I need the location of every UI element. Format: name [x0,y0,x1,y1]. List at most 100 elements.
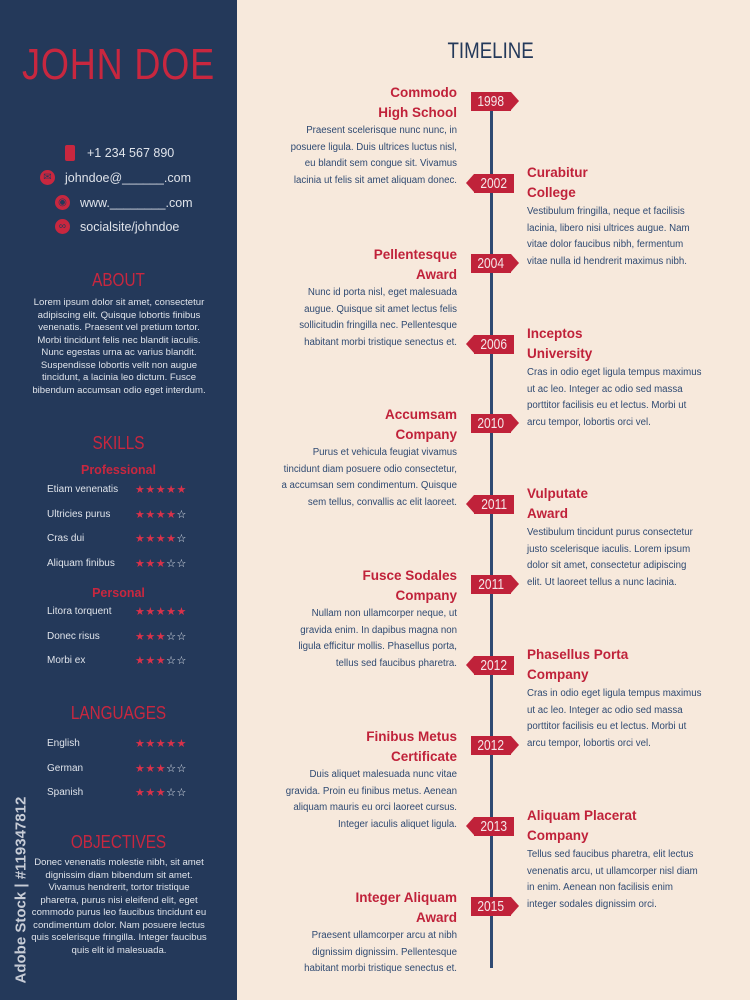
skill-personal-row: Litora torquent ★★★★★ [47,606,207,618]
year-marker: 2012 [466,656,514,675]
language-row: German ★★★☆☆ [47,762,207,775]
timeline-entry-title: Fusce Sodales Company [362,568,457,603]
skills-professional-title: Professional [80,463,157,477]
year-marker: 2006 [466,335,514,354]
timeline-entry-text: Vestibulum tincidunt purus consectetur ju… [527,527,693,588]
skill-personal-label: Litora torquent [47,606,112,617]
year-marker: 1998 [471,92,519,111]
skill-professional-row: Etiam venenatis ★★★★★ [47,484,207,496]
language-row: Spanish ★★★☆☆ [47,787,207,799]
year-marker: 2013 [466,817,514,836]
skill-professional-row: Cras dui ★★★★☆ [47,533,207,545]
timeline-entry-text: Tellus sed faucibus pharetra, elit lectu… [527,849,698,910]
watermark-text: Adobe Stock | #119347812 [12,796,30,984]
timeline-entry-title: Integer Aliquam Award [355,890,457,925]
objectives-text: Donec venenatis molestie nibh, sit amet … [31,857,207,956]
skill-professional-rating-stars: ★★★★☆ [135,533,187,545]
timeline-entry-text: Praesent scelerisque nunc nunc, in posuer… [290,125,457,186]
year-label: 2010 [477,415,505,432]
year-label: 2012 [480,657,508,674]
year-marker: 2011 [466,495,514,514]
contact-social: ∞ socialsite/johndoe [55,219,225,234]
contact-phone: +1 234 567 890 [62,145,232,161]
timeline-entry-text: Cras in odio eget ligula tempus maximus u… [527,688,702,749]
skill-personal-label: Donec risus [47,630,100,642]
languages-title: LANGUAGES [70,703,167,723]
skill-professional-label: Cras dui [47,533,85,544]
skill-personal-label: Morbi ex [47,655,86,666]
person-name: JOHN DOE [21,40,215,89]
year-label: 2011 [478,576,504,593]
skill-professional-row: Ultricies purus ★★★★☆ [47,508,207,521]
phone-icon [65,145,75,161]
stock-watermark: Adobe Stock | #119347812 [6,760,30,990]
skill-personal-row: Morbi ex ★★★☆☆ [47,655,207,667]
year-marker: 2011 [471,575,519,594]
skill-professional-row: Aliquam finibus ★★★☆☆ [47,557,207,570]
language-rating-stars: ★★★★★ [135,738,187,750]
language-rating-stars: ★★★☆☆ [135,787,187,799]
year-label: 2006 [480,336,508,353]
language-row: English ★★★★★ [47,738,207,750]
skill-personal-rating-stars: ★★★☆☆ [135,630,187,643]
timeline-entry-text: Purus et vehicula feugiat vivamus tincidu… [281,447,457,508]
timeline-entry-title: Phasellus Porta Company [527,647,629,682]
globe-icon: ◉ [55,195,70,210]
year-label: 2012 [477,737,505,754]
skills-personal-title: Personal [92,586,145,600]
language-label: English [47,738,80,749]
year-label: 2011 [481,496,507,513]
skill-professional-rating-stars: ★★★★☆ [135,508,187,521]
skill-professional-label: Ultricies purus [47,508,111,520]
timeline-entry-text: Nullam non ullamcorper neque, ut gravida … [298,608,457,669]
year-marker: 2012 [471,736,519,755]
email-text: johndoe@______.com [65,170,191,185]
contact-web: ◉ www.________.com [55,195,225,210]
timeline-title: TIMELINE [447,38,534,63]
year-marker: 2010 [471,414,519,433]
year-label: 2004 [477,255,505,272]
skill-professional-rating-stars: ★★★★★ [135,484,187,496]
language-label: Spanish [47,787,84,798]
timeline-entry-text: Vestibulum fringilla, neque et facilisis… [527,206,690,267]
year-marker: 2004 [471,254,519,273]
timeline-entry-title: Commodo High School [378,85,457,120]
sidebar: JOHN DOE +1 234 567 890 ✉ johndoe@______… [0,0,237,1000]
skill-personal-rating-stars: ★★★★★ [135,606,187,618]
language-rating-stars: ★★★☆☆ [135,762,187,775]
web-text: www.________.com [80,195,193,210]
skill-personal-row: Donec risus ★★★☆☆ [47,630,207,643]
skill-professional-label: Etiam venenatis [47,484,119,495]
objectives-title: OBJECTIVES [70,832,167,852]
timeline-entry-title: Inceptos University [527,326,593,361]
year-marker: 2015 [471,897,519,916]
year-label: 1998 [477,93,505,110]
timeline-entry-text: Nunc id porta nisl, eget malesuada augue.… [299,287,457,348]
timeline-entry-title: Accumsam Company [384,407,457,442]
timeline-entry-title: Finibus Metus Certificate [366,729,457,764]
about-text: Lorem ipsum dolor sit amet, consectetur … [32,297,206,396]
year-label: 2015 [477,898,505,915]
skills-title: SKILLS [92,433,145,453]
phone-text: +1 234 567 890 [87,146,175,160]
skill-personal-rating-stars: ★★★☆☆ [135,655,187,667]
social-text: socialsite/johndoe [80,219,180,234]
year-label: 2013 [480,818,508,835]
year-label: 2002 [480,175,508,192]
timeline-entry-text: Duis aliquet malesuada nunc vitae gravida… [285,769,457,830]
timeline-entry-title: Pellentesque Award [373,247,457,282]
skill-professional-rating-stars: ★★★☆☆ [135,557,187,570]
about-title: ABOUT [92,270,145,290]
timeline-entry-title: Aliquam Placerat Company [527,808,637,843]
social-icon: ∞ [55,219,70,234]
language-label: German [47,762,84,774]
skill-professional-label: Aliquam finibus [47,557,115,569]
timeline-entry-title: Curabitur College [527,165,588,200]
timeline-entry-text: Cras in odio eget ligula tempus maximus u… [527,367,702,428]
timeline-entry-text: Praesent ullamcorper arcu at nibh digniss… [304,930,457,975]
year-marker: 2002 [466,174,514,193]
contact-email: ✉ johndoe@______.com [40,170,210,185]
timeline-entry-title: Vulputate Award [527,486,589,521]
timeline-axis [490,110,493,968]
email-icon: ✉ [40,170,55,185]
